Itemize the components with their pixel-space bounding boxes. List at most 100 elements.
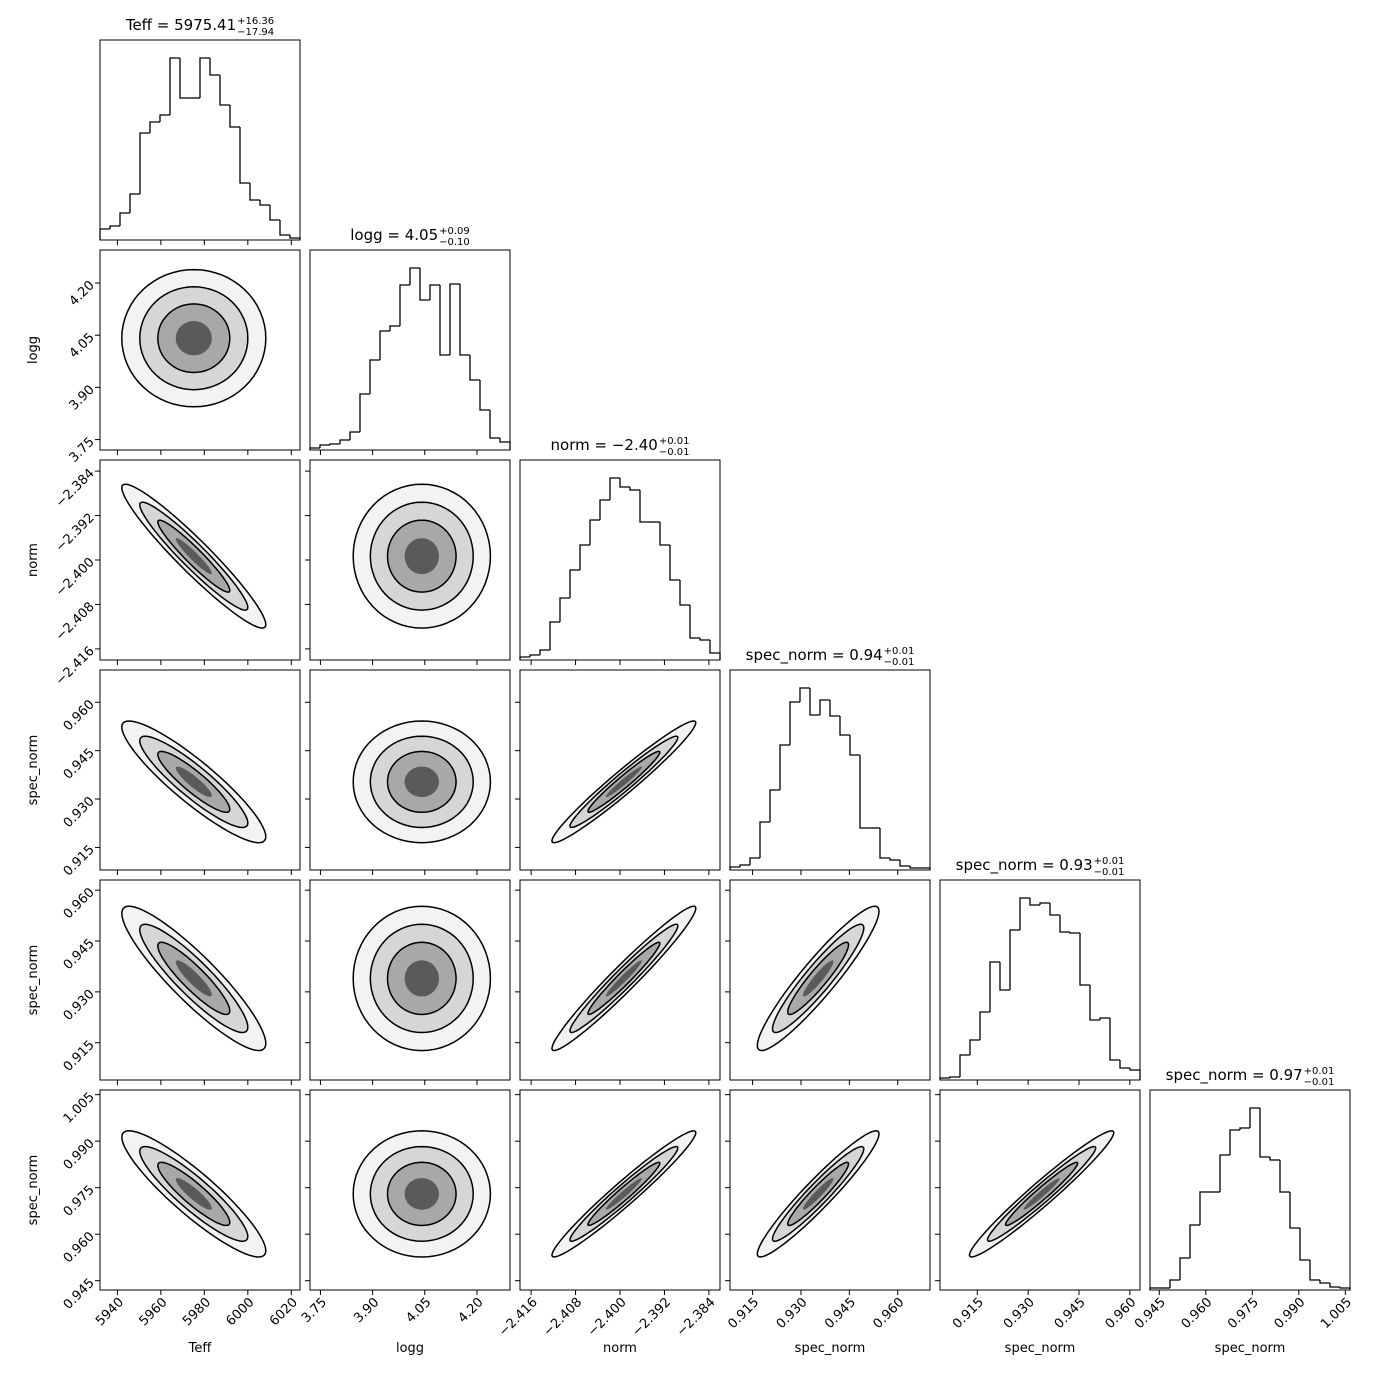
x-tick-label: 0.990 <box>1272 1295 1309 1332</box>
panel-frame <box>99 1089 301 1291</box>
histogram-step <box>619 478 630 488</box>
histogram-step <box>1059 915 1070 933</box>
histogram-step <box>789 701 800 745</box>
density <box>551 1130 697 1258</box>
panel-frame <box>519 1089 721 1291</box>
histogram-step <box>969 1039 980 1055</box>
y-tick-label: 1.005 <box>61 1090 98 1127</box>
y-axis-label: spec_norm <box>26 1155 41 1226</box>
histogram-step <box>1319 1280 1330 1284</box>
histogram-step <box>1249 1107 1260 1128</box>
histogram-step <box>679 580 690 606</box>
y-tick-label: −2.416 <box>53 644 98 689</box>
histogram-step <box>559 597 570 622</box>
histogram-step <box>1029 898 1040 906</box>
histogram-step <box>859 755 870 829</box>
histogram-step <box>499 438 511 450</box>
x-tick-label: −2.408 <box>541 1295 586 1340</box>
title-upper: +0.01 <box>884 646 915 657</box>
histogram-step <box>629 487 640 491</box>
histogram-step <box>1069 932 1080 934</box>
x-tick-label: 0.930 <box>1001 1295 1038 1332</box>
histogram-step <box>1039 902 1050 905</box>
title-lower: −0.01 <box>659 447 690 458</box>
histogram-step <box>399 284 410 326</box>
density <box>551 905 697 1052</box>
panel-frame <box>519 669 721 871</box>
panel-frame <box>309 459 511 661</box>
histogram-step <box>169 57 180 115</box>
panel-title: logg = 4.05 +0.09−0.10 <box>350 226 470 248</box>
title-main: norm = −2.40 <box>551 436 658 454</box>
title-lower: −0.10 <box>439 237 470 248</box>
y-tick-label: 0.915 <box>61 842 98 879</box>
histogram-step <box>429 284 440 300</box>
y-axis-label: norm <box>26 543 41 577</box>
histogram-step <box>1309 1260 1320 1281</box>
histogram-step <box>329 443 340 445</box>
histogram-step <box>1109 1018 1120 1061</box>
contour <box>404 766 439 798</box>
histogram-step <box>849 735 860 756</box>
density <box>551 720 697 844</box>
y-tick-label: 0.930 <box>61 987 98 1024</box>
histogram-step <box>219 75 230 106</box>
histogram-step <box>339 439 350 444</box>
contour <box>404 1178 439 1210</box>
x-tick-label: 0.960 <box>1179 1295 1216 1332</box>
x-tick-label: 0.960 <box>1103 1295 1140 1332</box>
histogram-step <box>379 330 390 360</box>
histogram-step <box>239 127 250 184</box>
y-tick-label: 0.945 <box>61 746 98 783</box>
title-lower: −0.01 <box>1304 1077 1335 1088</box>
x-tick-label: −2.384 <box>674 1295 719 1340</box>
panel-title: spec_norm = 0.93 +0.01−0.01 <box>956 856 1125 878</box>
title-main: spec_norm = 0.94 <box>746 646 883 665</box>
contour <box>605 1178 642 1210</box>
histogram-step <box>799 687 810 702</box>
density <box>756 1130 880 1258</box>
y-tick-label: 4.20 <box>67 278 98 309</box>
histogram-step <box>479 380 490 411</box>
histogram-step <box>959 1054 970 1077</box>
histogram-step <box>569 569 580 598</box>
histogram-step <box>109 225 120 229</box>
contour <box>175 321 212 356</box>
histogram-step <box>179 58 190 99</box>
contour <box>175 766 212 797</box>
density <box>121 483 267 629</box>
title-main: spec_norm = 0.97 <box>1166 1066 1303 1085</box>
histogram-step <box>759 821 770 858</box>
histogram-step <box>779 744 790 790</box>
histogram-step <box>549 621 560 650</box>
y-tick-label: 0.945 <box>61 1276 98 1313</box>
x-tick-label: 0.945 <box>1132 1295 1169 1332</box>
contour <box>175 960 212 997</box>
histogram-step <box>389 325 400 331</box>
histogram-step <box>599 499 610 520</box>
histogram-step <box>409 267 420 285</box>
x-tick-label: 0.960 <box>870 1295 907 1332</box>
panel-frame <box>99 669 301 871</box>
contour <box>802 960 834 997</box>
y-tick-label: 4.05 <box>67 330 98 361</box>
x-tick-label: 0.945 <box>1052 1295 1089 1332</box>
histogram-step <box>1119 1060 1130 1069</box>
title-lower: −0.01 <box>1094 867 1125 878</box>
y-tick-label: 0.975 <box>61 1183 98 1220</box>
histogram-step <box>999 962 1010 991</box>
histogram-step <box>1089 985 1100 1021</box>
histogram-step <box>699 638 710 641</box>
histogram-step <box>119 212 130 226</box>
title-main: logg = 4.05 <box>350 226 438 244</box>
y-tick-label: −2.408 <box>53 599 98 644</box>
panel-frame <box>99 249 301 451</box>
histogram-step <box>129 193 140 213</box>
histogram-step <box>1179 1257 1190 1280</box>
y-tick-label: 0.990 <box>61 1136 98 1173</box>
histogram-step <box>709 640 721 660</box>
panel-frame <box>99 459 301 661</box>
y-tick-label: 0.960 <box>61 885 98 922</box>
histogram-step <box>359 393 370 432</box>
x-tick-label: 5960 <box>137 1295 171 1329</box>
